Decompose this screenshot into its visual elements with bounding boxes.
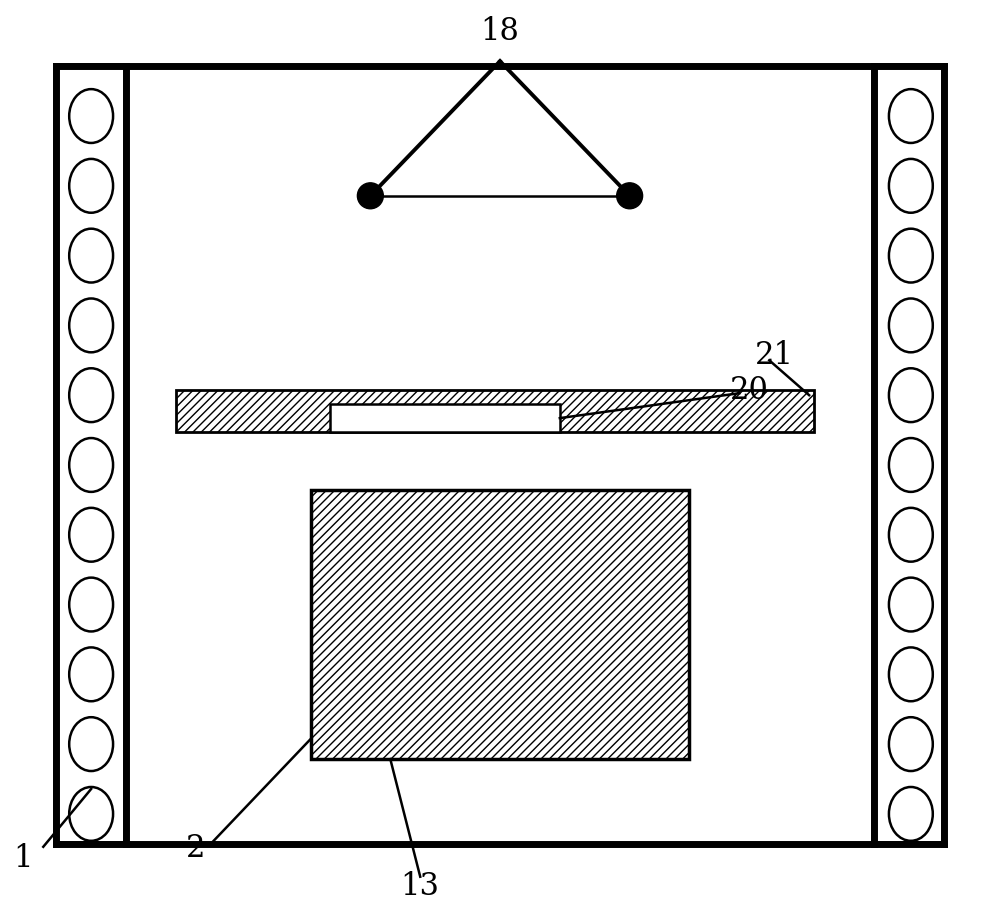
Ellipse shape	[889, 717, 933, 771]
Bar	[330, 404, 560, 432]
Ellipse shape	[889, 89, 933, 143]
Bar	[126, 108, 874, 430]
Bar	[874, 66, 944, 844]
Ellipse shape	[69, 228, 113, 282]
Text: 1: 1	[14, 844, 33, 875]
Ellipse shape	[889, 298, 933, 352]
Ellipse shape	[69, 647, 113, 702]
Ellipse shape	[889, 159, 933, 213]
Ellipse shape	[889, 508, 933, 561]
Ellipse shape	[889, 787, 933, 841]
Ellipse shape	[69, 89, 113, 143]
Ellipse shape	[69, 787, 113, 841]
Bar	[176, 390, 814, 432]
Ellipse shape	[69, 717, 113, 771]
Ellipse shape	[889, 438, 933, 492]
Ellipse shape	[889, 578, 933, 632]
Circle shape	[617, 183, 643, 208]
Circle shape	[357, 183, 383, 208]
Ellipse shape	[69, 508, 113, 561]
Ellipse shape	[69, 438, 113, 492]
Ellipse shape	[69, 298, 113, 352]
Ellipse shape	[889, 228, 933, 282]
Ellipse shape	[69, 578, 113, 632]
Ellipse shape	[69, 159, 113, 213]
Ellipse shape	[889, 369, 933, 422]
Text: 21: 21	[755, 339, 794, 370]
Bar	[311, 490, 689, 759]
Text: 13: 13	[401, 871, 440, 902]
Text: 2: 2	[186, 834, 206, 864]
Bar	[126, 2, 874, 430]
Ellipse shape	[889, 647, 933, 702]
Text: 18: 18	[481, 15, 519, 46]
Bar	[56, 66, 126, 844]
Ellipse shape	[69, 369, 113, 422]
Text: 20: 20	[730, 375, 769, 406]
